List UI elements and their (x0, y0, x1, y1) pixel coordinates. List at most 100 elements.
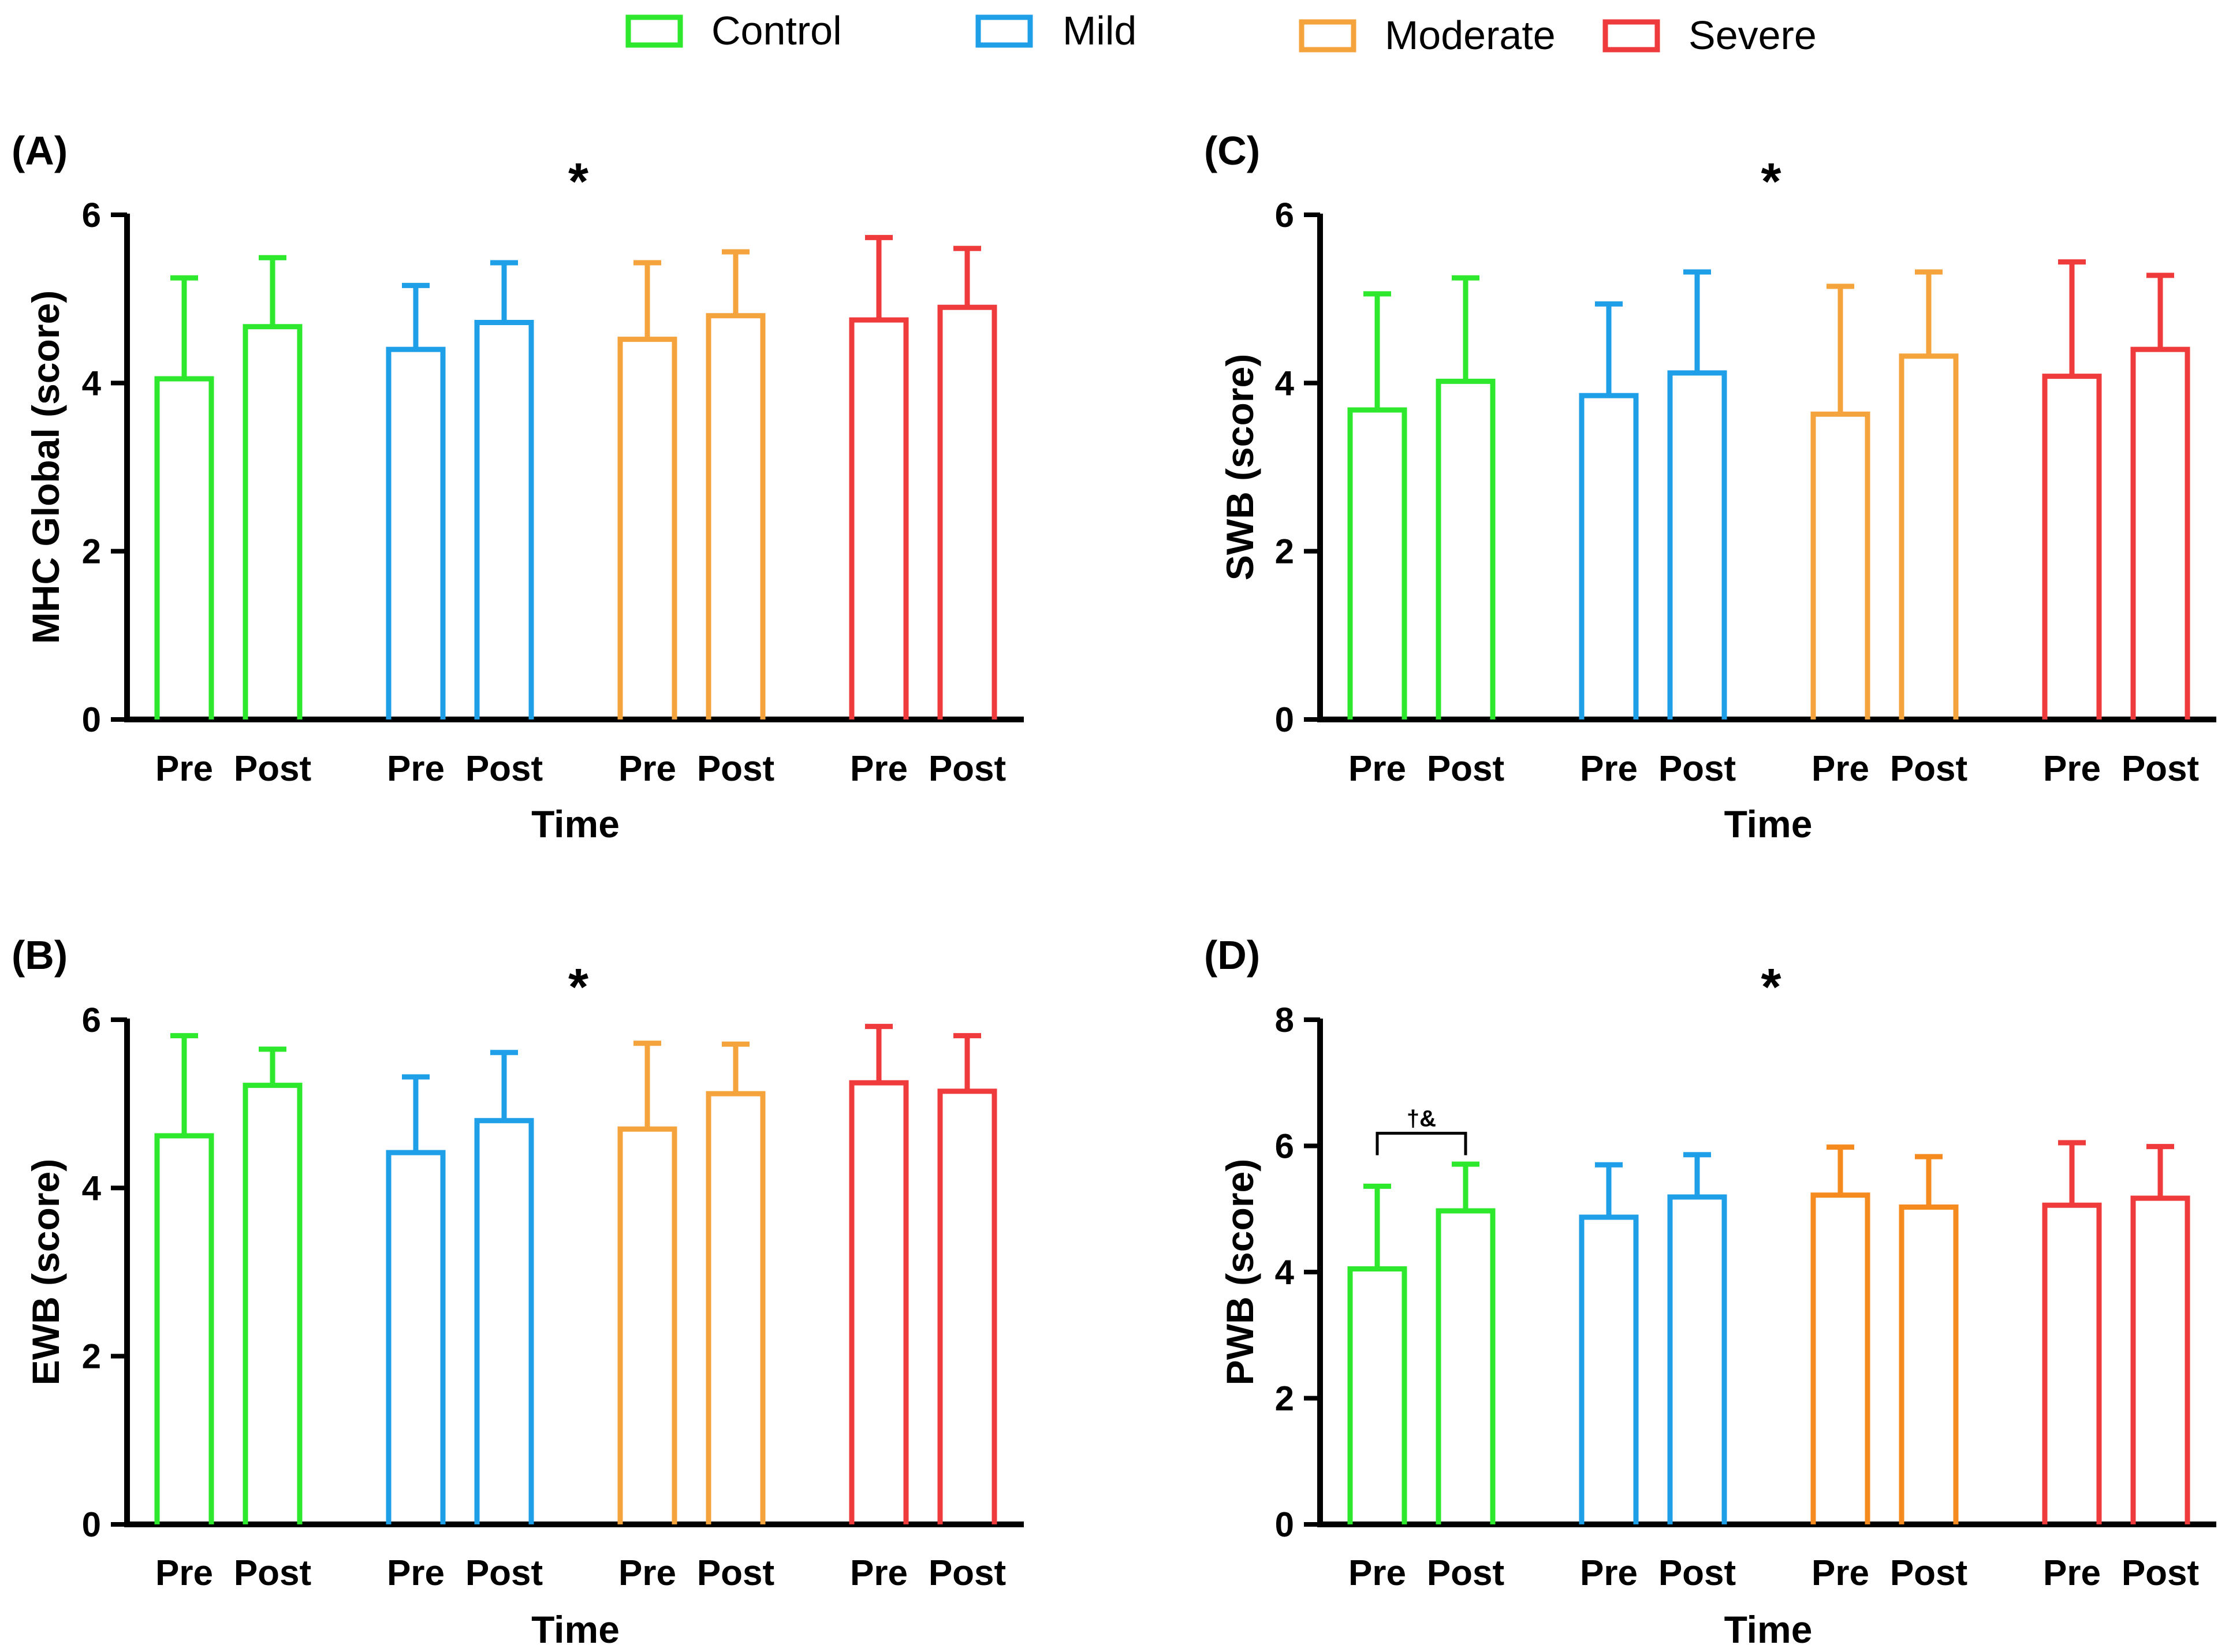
y-tick-label-c-2: 2 (1275, 532, 1294, 571)
x-tick-label-a-control-post: Post (234, 749, 311, 789)
y-tick-label-d-0: 0 (1275, 1505, 1294, 1544)
x-tick-label-b-moderate-post: Post (697, 1553, 774, 1593)
y-tick-label-a-0: 0 (82, 700, 101, 739)
x-tick-label-a-severe-post: Post (929, 749, 1006, 789)
y-axis-title-a: MHC Global (score) (24, 290, 67, 644)
y-tick-label-d-4: 4 (1275, 1253, 1295, 1292)
x-tick-label-d-severe-pre: Pre (2043, 1553, 2101, 1593)
y-tick-label-b-2: 2 (82, 1337, 101, 1376)
x-tick-label-d-moderate-post: Post (1890, 1553, 1967, 1593)
bar-b-control-post (243, 1083, 303, 1524)
x-tick-label-b-mild-pre: Pre (387, 1553, 445, 1593)
bar-b-moderate-pre (617, 1126, 677, 1524)
x-tick-label-b-severe-post: Post (929, 1553, 1006, 1593)
x-tick-label-c-mild-pre: Pre (1580, 749, 1638, 789)
legend-label-severe: Severe (1688, 13, 1817, 58)
y-tick-label-b-4: 4 (82, 1169, 102, 1207)
y-tick-label-d-2: 2 (1275, 1379, 1294, 1418)
bar-c-severe-post (2130, 346, 2190, 719)
x-axis-title-b: Time (531, 1608, 620, 1651)
x-tick-label-c-severe-pre: Pre (2043, 749, 2101, 789)
significance-star-c: * (1761, 153, 1781, 211)
bar-b-severe-pre (849, 1080, 909, 1524)
x-tick-label-b-control-pre: Pre (155, 1553, 213, 1593)
y-tick-label-c-4: 4 (1275, 364, 1295, 402)
panel-a: (A) * MHC Global (score) 0 2 4 6 Pre Post Pre Post… (12, 128, 1024, 845)
bar-a-control-post (243, 324, 303, 719)
bar-a-moderate-pre (617, 337, 677, 719)
x-tick-label-d-severe-post: Post (2122, 1553, 2199, 1593)
y-tick-label-b-6: 6 (82, 1001, 101, 1039)
panel-label-c: (C) (1204, 128, 1260, 173)
significance-star-b: * (568, 959, 588, 1016)
bar-a-control-pre (154, 376, 214, 719)
y-tick-label-a-4: 4 (82, 364, 102, 402)
y-tick-label-c-0: 0 (1275, 700, 1294, 739)
x-tick-label-c-severe-post: Post (2122, 749, 2199, 789)
legend-swatch-control (625, 14, 683, 48)
y-tick-label-b-0: 0 (82, 1505, 101, 1544)
bar-c-moderate-post (1899, 353, 1959, 719)
significance-bracket-d (1376, 1132, 1467, 1155)
y-tick-label-c-6: 6 (1275, 196, 1294, 234)
y-tick-label-d-6: 6 (1275, 1127, 1294, 1166)
x-tick-label-b-control-post: Post (234, 1553, 311, 1593)
bar-c-mild-pre (1579, 393, 1639, 719)
significance-star-a: * (568, 153, 588, 211)
bar-d-mild-post (1667, 1194, 1727, 1524)
panel-c: (C) * SWB (score) 0 2 4 6 Pre Post Pre Post Pre Post… (1204, 128, 2216, 845)
bar-d-control-pre (1347, 1266, 1407, 1524)
x-tick-label-c-control-post: Post (1427, 749, 1504, 789)
bar-c-severe-pre (2042, 374, 2102, 719)
y-axis-title-b: EWB (score) (24, 1159, 67, 1385)
y-tick-label-a-2: 2 (82, 532, 101, 571)
bar-d-mild-pre (1579, 1214, 1639, 1524)
y-axis-title-c: SWB (score) (1218, 354, 1261, 580)
bar-a-moderate-post (706, 313, 766, 719)
bar-c-control-pre (1347, 407, 1407, 719)
x-tick-label-a-control-pre: Pre (155, 749, 213, 789)
legend-label-moderate: Moderate (1385, 13, 1556, 58)
legend: Control Mild Moderate Severe (625, 8, 1817, 58)
legend-label-control: Control (711, 8, 842, 53)
x-tick-label-d-mild-pre: Pre (1580, 1553, 1638, 1593)
x-tick-label-a-moderate-post: Post (697, 749, 774, 789)
y-tick-label-a-6: 6 (82, 196, 101, 234)
bar-b-severe-post (937, 1088, 997, 1524)
legend-swatch-mild (975, 14, 1033, 48)
x-tick-label-c-moderate-post: Post (1890, 749, 1967, 789)
y-tick-label-d-8: 8 (1275, 1001, 1294, 1039)
bar-b-mild-pre (386, 1150, 446, 1524)
x-tick-label-d-control-post: Post (1427, 1553, 1504, 1593)
bar-d-moderate-pre (1810, 1192, 1870, 1524)
x-tick-label-c-control-pre: Pre (1348, 749, 1406, 789)
x-tick-label-d-mild-post: Post (1658, 1553, 1736, 1593)
panel-label-a: (A) (12, 128, 68, 173)
x-axis-title-d: Time (1724, 1608, 1813, 1651)
x-tick-label-b-severe-pre: Pre (850, 1553, 908, 1593)
bar-a-mild-pre (386, 346, 446, 719)
x-tick-label-b-mild-post: Post (465, 1553, 543, 1593)
bar-b-mild-post (474, 1118, 534, 1524)
bar-d-severe-pre (2042, 1202, 2102, 1524)
x-tick-label-c-mild-post: Post (1658, 749, 1736, 789)
x-tick-label-a-mild-post: Post (465, 749, 543, 789)
significance-star-d: * (1761, 959, 1781, 1016)
x-tick-label-d-control-pre: Pre (1348, 1553, 1406, 1593)
panel-b: (B) * EWB (score) 0 2 4 6 Pre Post Pre Post Pre Post… (12, 933, 1024, 1651)
y-axis-title-d: PWB (score) (1218, 1159, 1261, 1385)
bar-a-severe-pre (849, 317, 909, 719)
significance-label-d: †& (1407, 1106, 1436, 1132)
legend-swatch-moderate (1299, 19, 1356, 53)
bar-c-control-post (1436, 378, 1496, 719)
bar-b-control-pre (154, 1133, 214, 1524)
x-axis-title-c: Time (1724, 803, 1813, 845)
x-tick-label-d-moderate-pre: Pre (1811, 1553, 1869, 1593)
bar-a-mild-post (474, 319, 534, 719)
x-tick-label-b-moderate-pre: Pre (618, 1553, 676, 1593)
x-axis-title-a: Time (531, 803, 620, 845)
panel-label-d: (D) (1204, 933, 1260, 978)
x-tick-label-a-moderate-pre: Pre (618, 749, 676, 789)
bar-c-mild-post (1667, 370, 1727, 719)
